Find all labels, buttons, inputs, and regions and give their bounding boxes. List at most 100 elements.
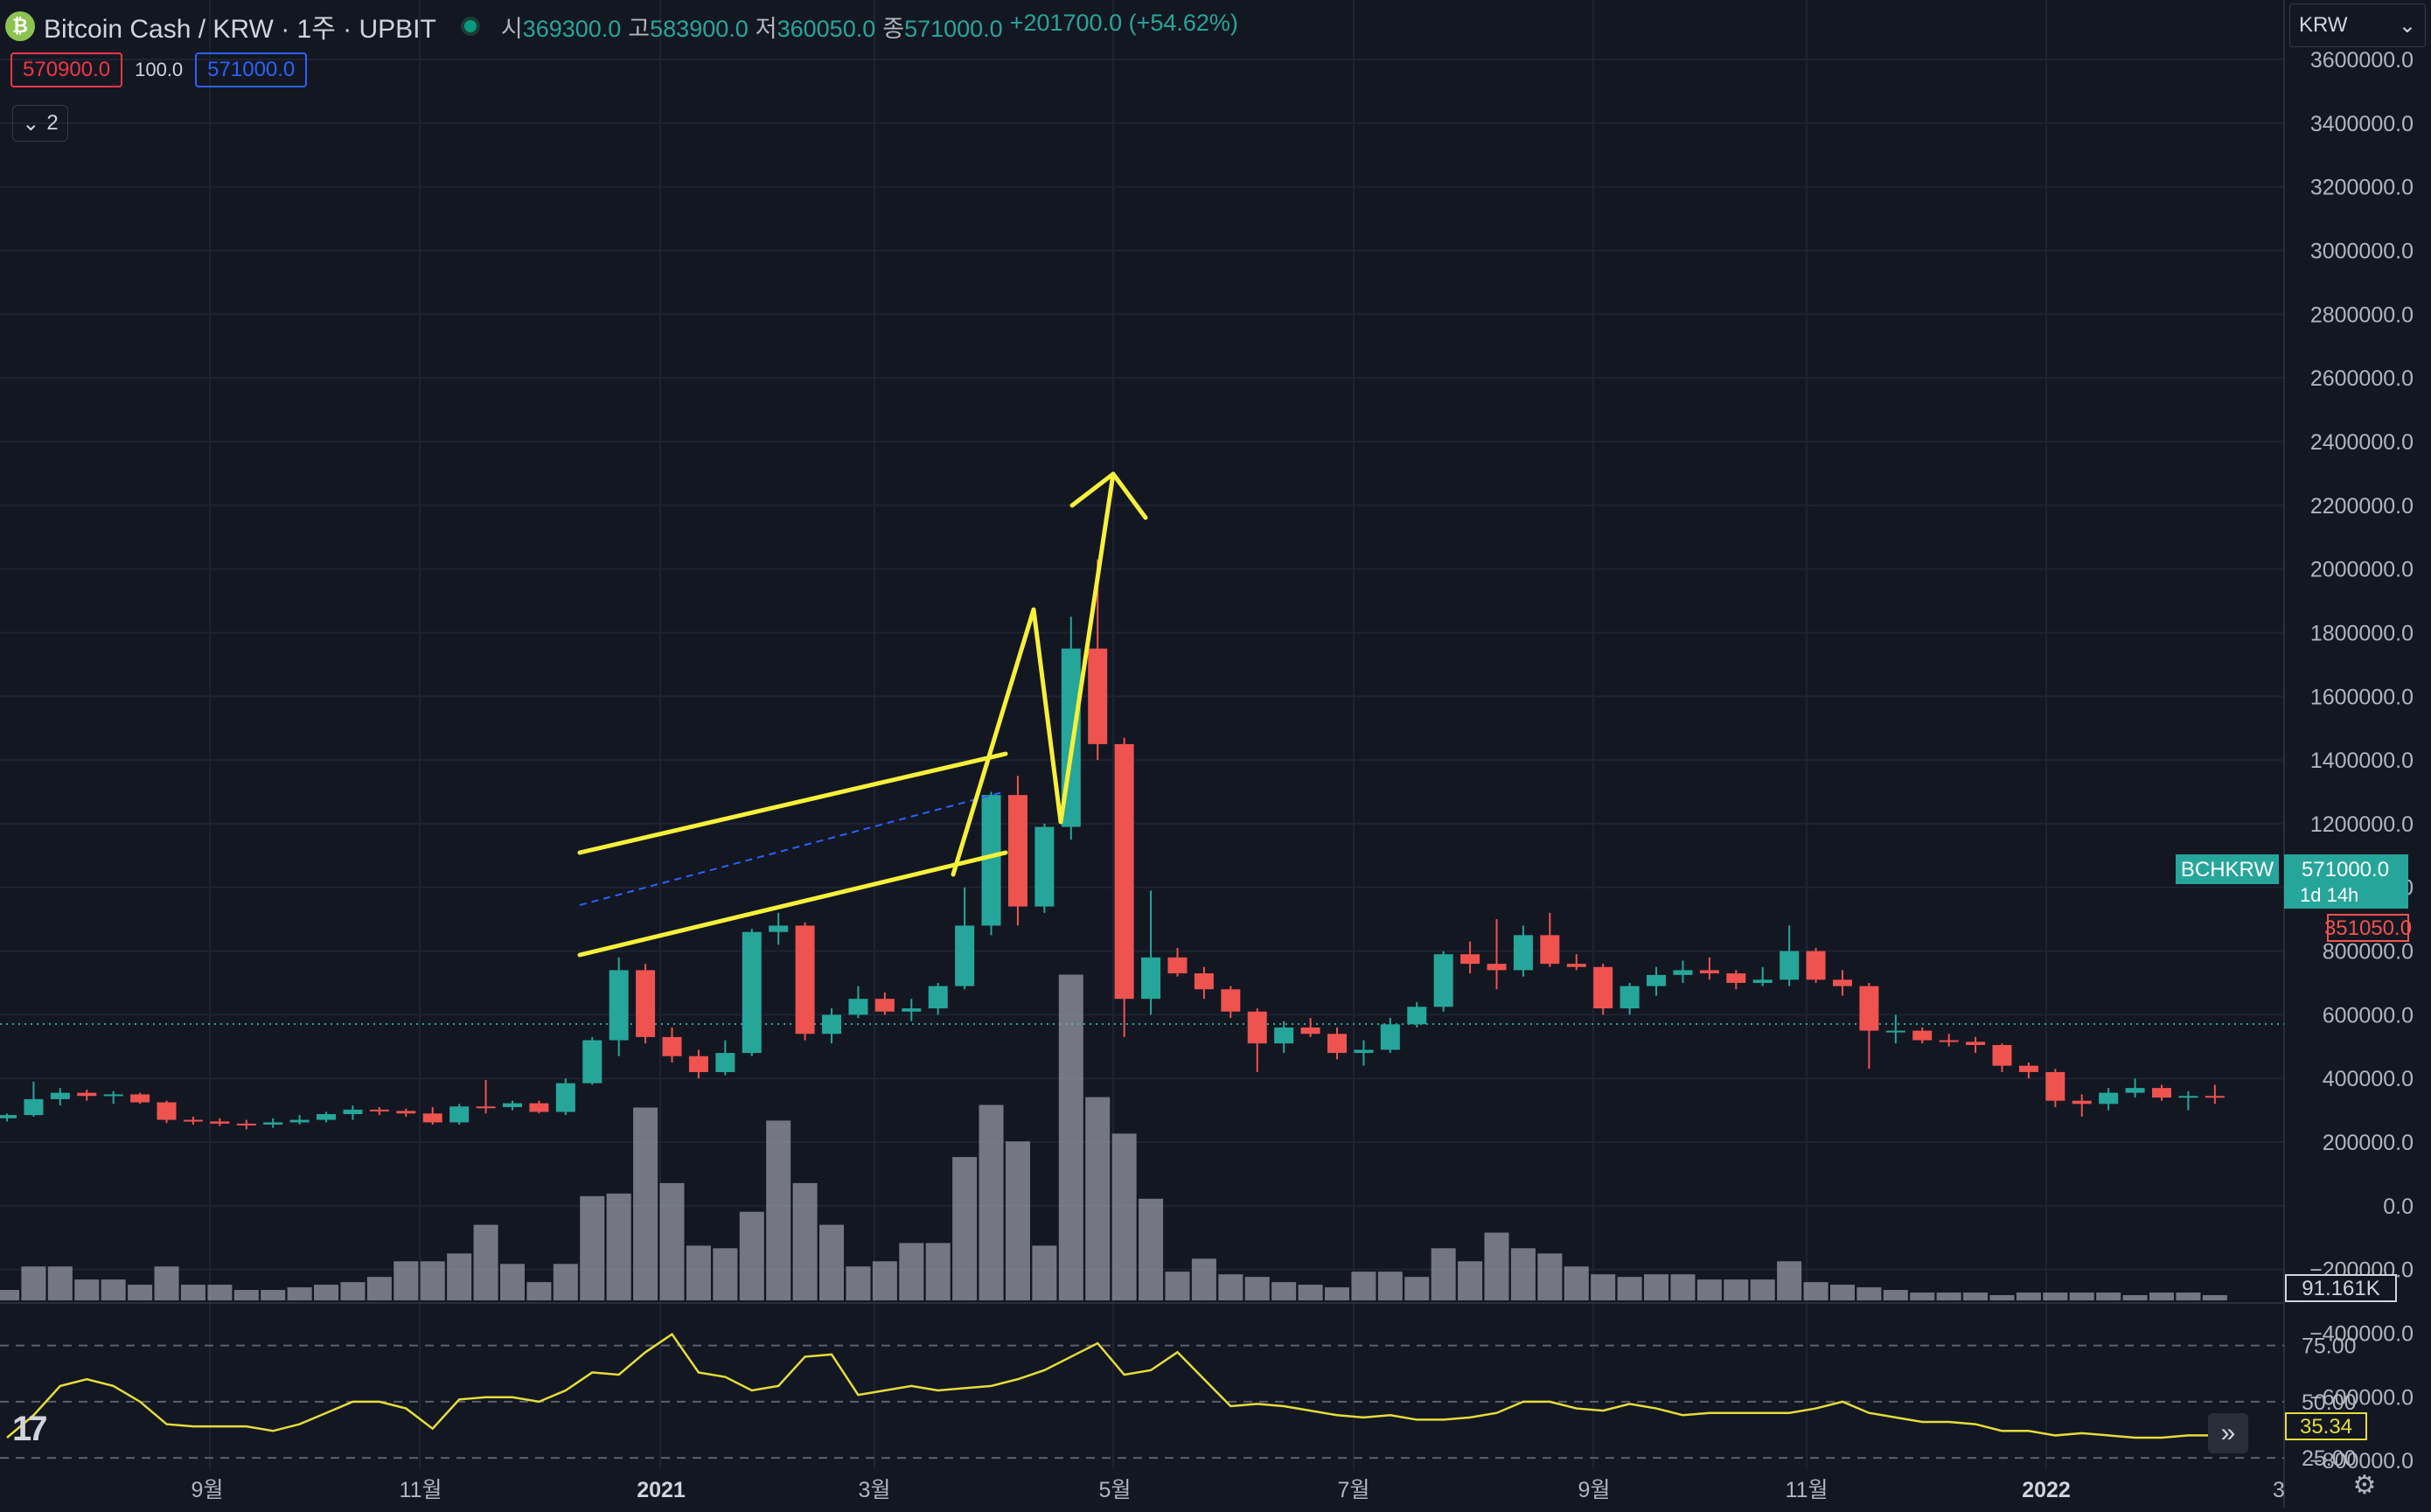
time-tick-label: 2022 [2022, 1478, 2071, 1502]
price-tick-label: −800000.0 [2309, 1449, 2414, 1474]
candle-body [2099, 1092, 2119, 1104]
candle-body [369, 1109, 389, 1111]
volume-bar [1298, 1285, 1323, 1300]
rsi-tick-label: 25.00 [2302, 1446, 2357, 1471]
rsi-line [6, 1332, 2215, 1439]
volume-bar [1617, 1277, 1642, 1300]
time-tick-label: 5월 [1099, 1478, 1132, 1502]
volume-bar [2069, 1293, 2094, 1300]
symbol-title[interactable]: Bitcoin Cash / KRW · 1주 · UPBIT [44, 15, 436, 44]
volume-bar [1591, 1274, 1616, 1300]
volume-bar [499, 1264, 525, 1300]
candle-body [1939, 1040, 1959, 1042]
last-price-badge-bg [2284, 854, 2408, 909]
candle-body [2072, 1100, 2092, 1104]
volume-bar [1058, 974, 1083, 1300]
price-tick-label: 0.0 [2383, 1195, 2414, 1219]
candle-body [1859, 986, 1879, 1031]
volume-bar [633, 1107, 658, 1300]
candle-body [50, 1092, 70, 1099]
time-tick-label: 9월 [192, 1478, 224, 1502]
candle-body [1885, 1030, 1905, 1033]
indicators-toggle-button[interactable]: ⌄ 2 [12, 105, 68, 142]
time-tick-label: 11월 [400, 1478, 442, 1502]
settings-gear-icon[interactable]: ⚙ [2352, 1470, 2377, 1500]
trendline-drawings[interactable] [577, 471, 1148, 958]
candle-body [2045, 1071, 2065, 1101]
candle-body [742, 931, 762, 1054]
volume-bar [1670, 1274, 1696, 1300]
volume-bar [1139, 1198, 1164, 1300]
candle-body [1167, 957, 1188, 974]
candle-body [902, 1008, 922, 1012]
candle-body [769, 925, 789, 932]
symbol-badge: BCHKRW [2181, 858, 2274, 881]
volume-bar [1564, 1266, 1589, 1300]
volume-bar [287, 1287, 312, 1300]
buy-price-button[interactable]: 571000.0 [195, 52, 308, 87]
chevron-down-icon: ⌄ [2398, 13, 2416, 38]
candle-body [1088, 648, 1108, 744]
volume-bar [686, 1245, 711, 1300]
volume-bar [1484, 1232, 1509, 1300]
time-tick-label: 9월 [1578, 1478, 1611, 1502]
volume-bar [154, 1266, 179, 1300]
candle-body [1327, 1034, 1347, 1054]
candle-body [1300, 1027, 1320, 1035]
double-chevron-right-icon: » [2220, 1418, 2236, 1447]
candle-body [609, 970, 629, 1041]
candle-body [1487, 964, 1507, 971]
volume-bar [1271, 1282, 1297, 1300]
candle-body [795, 925, 815, 1035]
market-status-icon[interactable] [460, 17, 480, 36]
volume-bar [207, 1285, 233, 1300]
volume-badge: 91.161K [2302, 1277, 2379, 1300]
candle-body [2018, 1065, 2038, 1072]
volume-bar [394, 1261, 419, 1300]
scroll-to-realtime-button[interactable]: » [2208, 1413, 2248, 1453]
volume-bar [1458, 1261, 1483, 1300]
ohlc-low: 저360050.0 [755, 15, 876, 42]
tradingview-logo-icon[interactable]: 17 [12, 1410, 47, 1448]
volume-bar [1510, 1248, 1536, 1300]
price-tick-label: 1400000.0 [2310, 749, 2414, 773]
symbol-badge-bg [2176, 854, 2279, 884]
volume-bar [0, 1290, 19, 1300]
volume-bar [1910, 1293, 1935, 1300]
symbol-header: ₿ Bitcoin Cash / KRW · 1주 · UPBIT 시36930… [5, 9, 1238, 44]
volume-bar [1377, 1272, 1403, 1300]
volume-bar [606, 1193, 631, 1300]
candle-body [1460, 954, 1480, 965]
volume-bar [1724, 1279, 1749, 1300]
candle-body [1221, 989, 1241, 1012]
price-tick-label: 2400000.0 [2310, 430, 2414, 455]
countdown-badge: 1d 14h [2300, 884, 2358, 906]
volume-bar [420, 1261, 445, 1300]
candle-body [476, 1106, 496, 1109]
gridlines [0, 0, 2285, 1508]
volume-bar [47, 1266, 73, 1300]
volume-bar [1431, 1248, 1456, 1300]
currency-select[interactable]: KRW ⌄ [2289, 3, 2426, 47]
candle-body [1141, 957, 1161, 1000]
candle-body [210, 1121, 230, 1124]
candle-body [981, 795, 1001, 926]
candle-body [1966, 1042, 1986, 1045]
candle-body [1673, 970, 1693, 975]
price-tick-label: −400000.0 [2309, 1322, 2414, 1347]
volume-bar [2096, 1293, 2121, 1300]
price-tick-label: 3600000.0 [2310, 48, 2414, 73]
zigzag-line [951, 471, 1116, 877]
volume-bar [180, 1285, 205, 1300]
candle-body [1912, 1030, 1933, 1041]
sell-price-button[interactable]: 570900.0 [10, 52, 123, 87]
volume-bar [233, 1290, 259, 1300]
candle-body [2125, 1088, 2145, 1093]
candle-body [289, 1119, 310, 1123]
volume-bar [1165, 1272, 1190, 1300]
price-tick-label: 1600000.0 [2310, 685, 2414, 709]
candle-body [1780, 951, 1800, 980]
candle-body [662, 1036, 682, 1056]
volume-bar [739, 1211, 764, 1300]
